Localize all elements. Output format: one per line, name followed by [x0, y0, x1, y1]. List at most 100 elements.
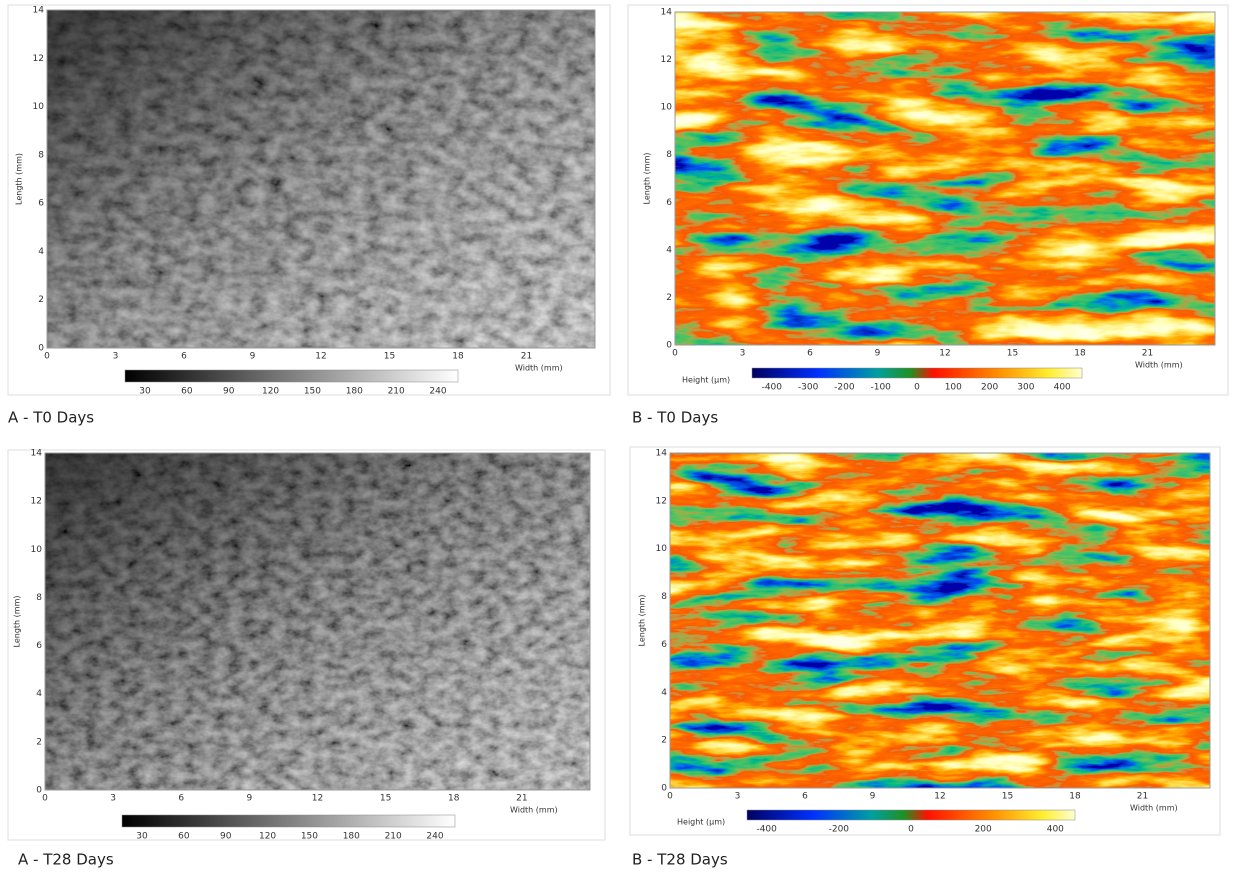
colorbar-tick-label: 90 — [220, 832, 232, 842]
y-tick-label: 8 — [38, 150, 44, 160]
colorbar-tick-label: 180 — [346, 387, 363, 397]
y-tick-label: 14 — [661, 8, 673, 18]
colorbar-tick-label: -100 — [870, 383, 891, 393]
y-tick-label: 12 — [31, 497, 42, 507]
colorbar — [746, 809, 1076, 821]
colorbar-tick-label: 240 — [429, 387, 446, 397]
plot-border — [46, 9, 596, 349]
colorbar-tick-label: 120 — [262, 387, 279, 397]
y-tick-label: 12 — [661, 55, 672, 65]
x-tick-label: 9 — [247, 794, 253, 804]
y-axis-label: Length (mm) — [638, 595, 647, 647]
y-tick-label: 6 — [38, 199, 44, 209]
x-tick-label: 3 — [113, 352, 119, 362]
y-axis-label: Length (mm) — [643, 153, 652, 205]
colorbar-label: Height (µm) — [677, 818, 725, 827]
x-tick-label: 18 — [448, 794, 460, 804]
x-tick-label: 21 — [521, 352, 532, 362]
y-axis-label: Length (mm) — [15, 153, 24, 205]
x-tick-label: 6 — [181, 352, 187, 362]
plot-border — [674, 11, 1216, 346]
y-tick-label: 2 — [36, 737, 42, 747]
colorbar-tick-label: 210 — [385, 832, 402, 842]
x-tick-label: 12 — [315, 352, 326, 362]
colorbar-tick-label: 100 — [945, 383, 962, 393]
x-tick-label: 18 — [1074, 349, 1086, 359]
y-tick-label: 0 — [666, 341, 672, 351]
colorbar-tick-label: 200 — [981, 383, 998, 393]
x-tick-label: 0 — [42, 794, 48, 804]
colorbar-tick-label: 150 — [301, 832, 318, 842]
x-tick-label: 21 — [516, 794, 527, 804]
x-tick-label: 9 — [250, 352, 256, 362]
colorbar-tick-label: -200 — [834, 383, 855, 393]
y-tick-label: 4 — [666, 245, 672, 255]
colorbar-tick-label: 90 — [223, 387, 235, 397]
x-tick-label: 3 — [735, 792, 741, 802]
colorbar-tick-label: 30 — [139, 387, 151, 397]
panel-caption: A - T28 Days — [18, 851, 114, 869]
y-tick-label: 4 — [36, 689, 42, 699]
x-tick-label: 0 — [672, 349, 678, 359]
colorbar-tick-label: -400 — [756, 825, 777, 835]
colorbar-label: Height (µm) — [682, 376, 730, 385]
x-axis-label: Width (mm) — [510, 806, 558, 815]
x-tick-label: 0 — [667, 792, 673, 802]
y-tick-label: 6 — [36, 641, 42, 651]
y-axis-label: Length (mm) — [13, 596, 22, 648]
colorbar-tick-label: 150 — [304, 387, 321, 397]
colorbar-tick-label: 400 — [1054, 383, 1071, 393]
x-tick-label: 9 — [875, 349, 881, 359]
x-tick-label: 12 — [939, 349, 950, 359]
colorbar-tick-label: -200 — [829, 825, 850, 835]
x-tick-label: 3 — [110, 794, 116, 804]
y-tick-label: 10 — [33, 102, 45, 112]
y-tick-label: 6 — [666, 198, 672, 208]
surface-shade — [47, 10, 595, 348]
x-tick-label: 21 — [1137, 792, 1148, 802]
y-tick-label: 4 — [661, 688, 667, 698]
y-tick-label: 12 — [656, 496, 667, 506]
y-tick-label: 14 — [31, 449, 43, 459]
colorbar-tick-label: -300 — [798, 383, 819, 393]
panel-caption: A - T0 Days — [8, 409, 94, 427]
y-tick-label: 10 — [661, 103, 673, 113]
x-tick-label: 12 — [934, 792, 945, 802]
x-tick-label: 15 — [1002, 792, 1013, 802]
y-tick-label: 12 — [33, 54, 44, 64]
y-tick-label: 14 — [656, 449, 668, 459]
colorbar — [751, 367, 1083, 379]
colorbar-tick-label: 0 — [914, 383, 920, 393]
x-tick-label: 6 — [802, 792, 808, 802]
y-tick-label: 6 — [661, 640, 667, 650]
x-tick-label: 9 — [870, 792, 876, 802]
x-tick-label: 15 — [1007, 349, 1018, 359]
x-axis-label: Width (mm) — [515, 364, 563, 373]
panel-caption: B - T28 Days — [632, 851, 728, 869]
colorbar — [121, 814, 456, 828]
x-tick-label: 0 — [44, 352, 50, 362]
y-tick-label: 2 — [661, 736, 667, 746]
colorbar-tick-label: 240 — [426, 832, 443, 842]
y-tick-label: 2 — [38, 295, 44, 305]
surface-shade — [45, 453, 590, 790]
x-axis-label: Width (mm) — [1130, 804, 1178, 813]
y-tick-label: 8 — [661, 592, 667, 602]
colorbar-tick-label: 60 — [178, 832, 190, 842]
colorbar-tick-label: 180 — [343, 832, 360, 842]
colorbar-tick-label: 120 — [259, 832, 276, 842]
y-tick-label: 14 — [33, 6, 45, 16]
y-tick-label: 4 — [38, 247, 44, 257]
y-tick-label: 8 — [36, 593, 42, 603]
x-axis-label: Width (mm) — [1135, 361, 1183, 370]
colorbar-tick-label: 30 — [136, 832, 148, 842]
x-tick-label: 3 — [740, 349, 746, 359]
y-tick-label: 10 — [656, 544, 668, 554]
y-tick-label: 0 — [661, 784, 667, 794]
x-tick-label: 18 — [452, 352, 464, 362]
colorbar-tick-label: 0 — [908, 825, 914, 835]
